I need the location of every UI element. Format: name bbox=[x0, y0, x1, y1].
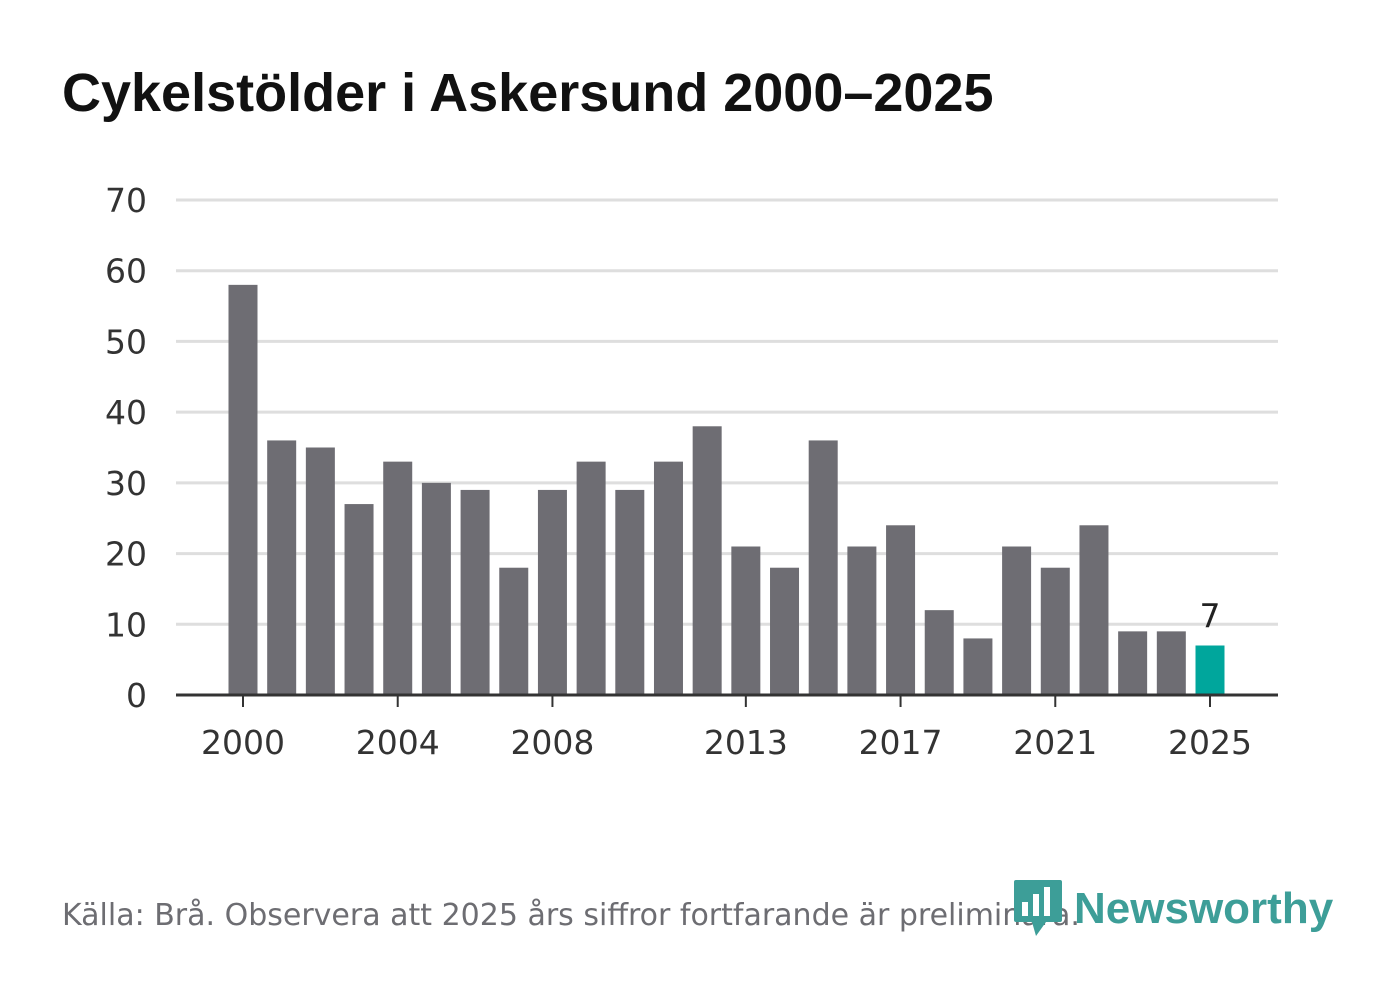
bar-2024 bbox=[1156, 631, 1186, 695]
x-tick-label-2021: 2021 bbox=[1013, 723, 1097, 762]
gridlines bbox=[176, 198, 1278, 626]
bar-2014 bbox=[770, 567, 800, 695]
bar-2011 bbox=[653, 461, 683, 695]
y-tick-label-0: 0 bbox=[126, 676, 147, 715]
brand-name: Newsworthy bbox=[1074, 884, 1334, 933]
x-axis-ticks: 2000 2004 2008 2013 2017 2021 2025 bbox=[201, 695, 1252, 762]
bar-2020 bbox=[1002, 546, 1032, 695]
bar-chart: 0 10 20 30 40 50 60 70 2000 2004 2008 2013 2017 2021… bbox=[105, 181, 1278, 762]
source-note: Källa: Brå. Observera att 2025 års siffr… bbox=[62, 898, 1080, 933]
x-tick-label-2008: 2008 bbox=[510, 723, 594, 762]
x-tick-label-2013: 2013 bbox=[704, 723, 788, 762]
bar-2023 bbox=[1118, 631, 1148, 695]
x-tick-label-2004: 2004 bbox=[356, 723, 440, 762]
bar-2019 bbox=[963, 638, 993, 695]
y-tick-label-50: 50 bbox=[105, 322, 147, 361]
bar-2008 bbox=[537, 489, 567, 695]
bar-2022 bbox=[1079, 525, 1109, 695]
bar-2006 bbox=[460, 489, 490, 695]
bar-2016 bbox=[847, 546, 877, 695]
bar-2018 bbox=[924, 610, 954, 695]
bar-2001 bbox=[267, 440, 297, 695]
y-tick-label-40: 40 bbox=[105, 393, 147, 432]
bar-2013 bbox=[731, 546, 761, 695]
y-axis-ticks: 0 10 20 30 40 50 60 70 bbox=[105, 181, 147, 715]
bar-2003 bbox=[344, 504, 374, 695]
y-tick-label-60: 60 bbox=[105, 252, 147, 291]
y-tick-label-20: 20 bbox=[105, 535, 147, 574]
y-tick-label-10: 10 bbox=[105, 605, 147, 644]
bar-2021 bbox=[1040, 567, 1070, 695]
bar-2000 bbox=[228, 284, 258, 695]
chart-title: Cykelstölder i Askersund 2000–2025 bbox=[62, 63, 994, 123]
bars bbox=[228, 284, 1225, 695]
data-labels: 7 bbox=[1200, 597, 1221, 636]
bar-2012 bbox=[692, 426, 722, 695]
bar-2025 bbox=[1195, 645, 1225, 695]
x-tick-label-2025: 2025 bbox=[1168, 723, 1252, 762]
bar-2009 bbox=[576, 461, 606, 695]
bar-2015 bbox=[808, 440, 838, 695]
bar-2017 bbox=[886, 525, 916, 695]
x-tick-label-2000: 2000 bbox=[201, 723, 285, 762]
data-label-2025: 7 bbox=[1200, 597, 1221, 636]
y-tick-label-30: 30 bbox=[105, 464, 147, 503]
bar-2007 bbox=[499, 567, 529, 695]
bar-2010 bbox=[615, 489, 645, 695]
y-tick-label-70: 70 bbox=[105, 181, 147, 220]
brand[interactable]: Newsworthy bbox=[1012, 878, 1333, 940]
x-tick-label-2017: 2017 bbox=[859, 723, 943, 762]
bar-2002 bbox=[305, 447, 335, 695]
bar-2005 bbox=[421, 482, 451, 695]
newsworthy-logo-icon bbox=[1014, 880, 1062, 936]
bar-2004 bbox=[383, 461, 413, 695]
